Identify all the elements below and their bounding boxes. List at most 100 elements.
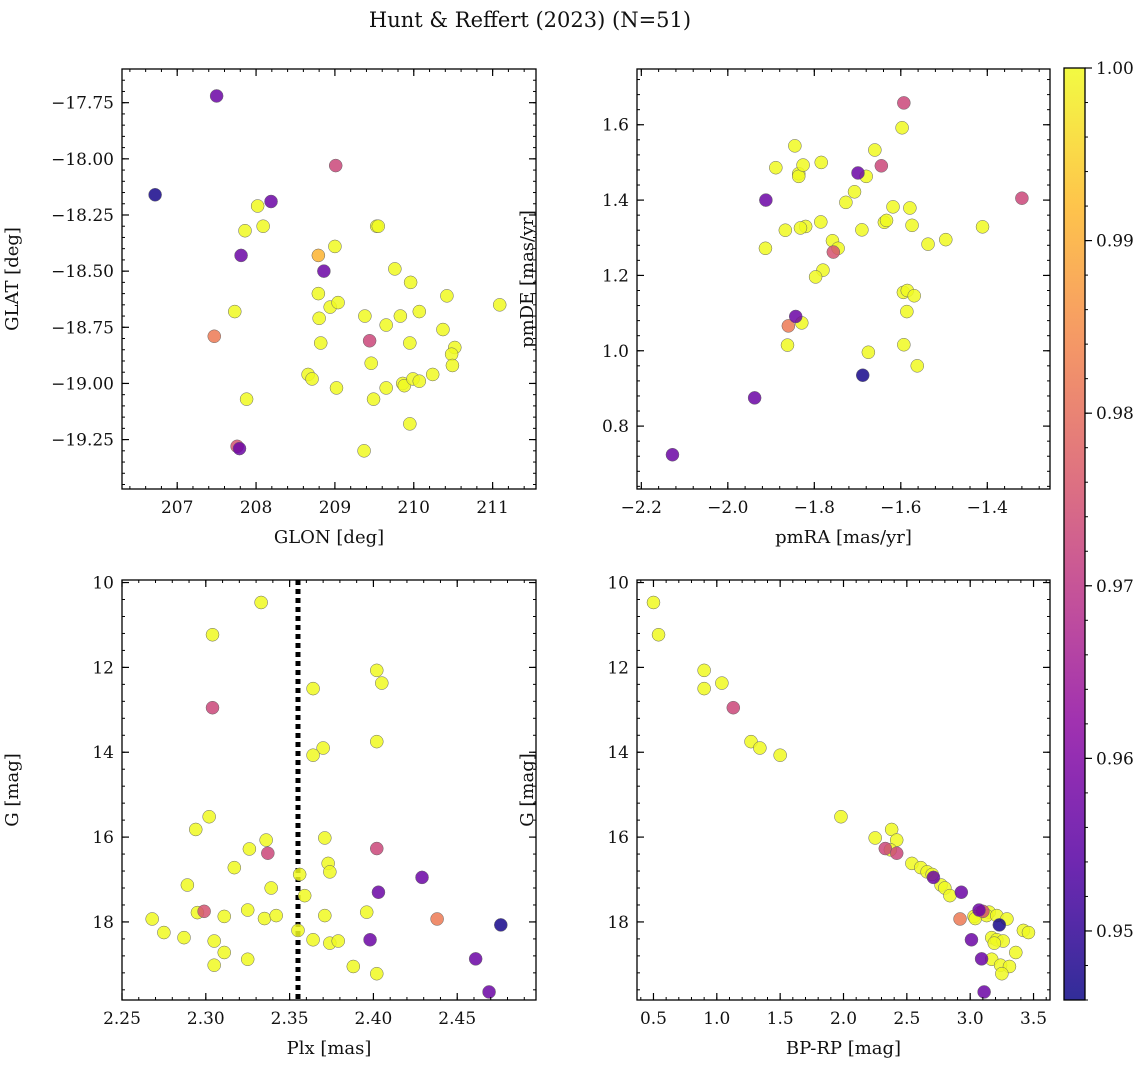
- y-tick-label: 18: [92, 913, 114, 933]
- data-point: [202, 809, 216, 824]
- data-point: [972, 903, 986, 917]
- data-point: [759, 193, 773, 207]
- colorbar-frame: [1063, 67, 1086, 1001]
- x-tick-label: 2.35: [271, 1009, 309, 1029]
- data-point: [697, 681, 711, 696]
- y-tick-label: 12: [92, 658, 114, 678]
- axes-frame: [636, 68, 1051, 490]
- data-point: [311, 286, 326, 301]
- data-point: [357, 444, 371, 458]
- data-point: [868, 831, 882, 845]
- panel-plx-g: 2.25 2.30 2.35 2.40 2.45 10 12 14 16 18 Plx [mas] G…: [2, 574, 537, 1059]
- data-point: [939, 232, 953, 247]
- data-point: [205, 627, 220, 642]
- data-point: [889, 846, 904, 860]
- data-point: [715, 676, 729, 690]
- x-tick-label: 210: [398, 498, 430, 518]
- data-point: [814, 155, 828, 170]
- x-tick-label: 1.5: [767, 1009, 794, 1029]
- data-point: [900, 304, 914, 319]
- x-tick-label: 2.45: [438, 1009, 476, 1029]
- data-point: [238, 223, 252, 238]
- axes-frame: [121, 579, 537, 1001]
- x-tick-label: 211: [476, 498, 508, 518]
- data-point: [177, 930, 191, 945]
- data-point: [897, 96, 911, 110]
- x-tick-label: −2.0: [707, 498, 748, 518]
- x-tick-label: 3.5: [1020, 1009, 1047, 1029]
- y-tick-label: −18.25: [51, 206, 114, 226]
- data-point: [440, 289, 454, 303]
- data-point: [292, 867, 307, 882]
- y-tick-label: 12: [607, 658, 629, 678]
- data-point: [839, 195, 853, 210]
- data-point: [306, 748, 320, 762]
- y-tick-label: 1.4: [602, 191, 629, 211]
- data-point: [188, 822, 203, 837]
- data-point: [359, 905, 374, 919]
- data-point: [468, 952, 483, 966]
- data-point: [758, 241, 773, 256]
- data-point: [346, 959, 361, 974]
- data-point: [180, 878, 195, 892]
- data-point: [412, 374, 427, 388]
- data-point: [665, 447, 680, 462]
- data-point: [878, 841, 893, 856]
- x-tick-label: 0.5: [640, 1009, 667, 1029]
- data-point: [953, 912, 967, 926]
- x-tick-label: 2.5: [893, 1009, 920, 1029]
- data-point: [851, 166, 865, 180]
- y-axis-label: GLAT [deg]: [2, 227, 23, 331]
- y-tick-label: 1.6: [602, 116, 629, 136]
- x-tick-label: −1.4: [967, 498, 1008, 518]
- data-point: [393, 309, 408, 323]
- x-tick-label: −2.2: [621, 498, 662, 518]
- data-point: [921, 237, 935, 251]
- data-point: [370, 966, 384, 981]
- data-point: [240, 952, 255, 967]
- data-point: [364, 356, 378, 370]
- colorbar-tick-label: 0.95: [1096, 922, 1134, 942]
- data-point: [375, 676, 389, 690]
- data-point: [269, 908, 283, 923]
- data-point: [371, 885, 386, 899]
- data-point: [879, 213, 894, 228]
- data-point: [148, 188, 162, 202]
- data-point: [814, 215, 828, 229]
- y-axis-label: G [mag]: [2, 753, 23, 826]
- data-point: [370, 734, 384, 749]
- data-point: [781, 319, 796, 333]
- data-point: [234, 248, 248, 263]
- data-point: [379, 381, 393, 395]
- data-point: [793, 221, 808, 235]
- data-point: [232, 441, 247, 456]
- y-tick-label: 1.2: [602, 266, 629, 286]
- data-point: [492, 298, 507, 312]
- data-point: [861, 345, 876, 360]
- data-point: [995, 966, 1009, 981]
- data-point: [328, 239, 342, 254]
- data-point: [318, 831, 332, 845]
- data-point: [874, 159, 889, 173]
- data-point: [264, 194, 278, 209]
- data-point: [317, 264, 331, 278]
- x-axis-label: GLON [deg]: [274, 527, 384, 548]
- data-point: [788, 139, 802, 153]
- colorbar-tick-label: 0.96: [1096, 749, 1134, 769]
- data-point: [291, 923, 305, 938]
- data-point: [796, 158, 810, 172]
- data-point: [242, 842, 257, 856]
- y-tick-label: 14: [607, 743, 629, 763]
- y-tick-label: −19.00: [51, 374, 114, 394]
- data-point: [403, 275, 418, 290]
- axes-frame: [121, 68, 537, 490]
- colorbar-tick-label: 0.99: [1096, 232, 1134, 252]
- x-tick-label: −1.6: [880, 498, 921, 518]
- x-tick-label: 3.0: [957, 1009, 984, 1029]
- data-point: [494, 918, 508, 932]
- data-point: [145, 912, 159, 926]
- figure-title: Hunt & Reffert (2023) (N=51): [369, 8, 691, 32]
- data-point: [964, 933, 979, 947]
- panel-glon-glat: 207 208 209 210 211 −19.25 −19.00 −18.75 −18.50 −…: [2, 68, 537, 548]
